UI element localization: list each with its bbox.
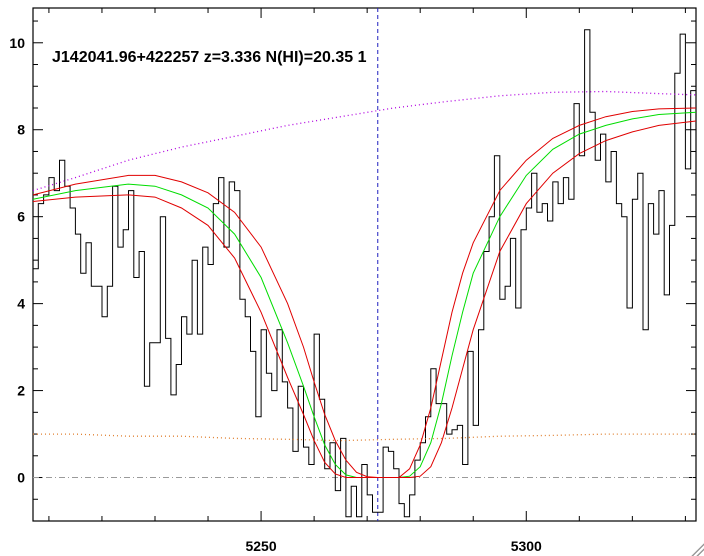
y-tick-label: 4 bbox=[17, 296, 25, 312]
chart-title: J142041.96+422257 z=3.336 N(HI)=20.35 1 bbox=[52, 49, 367, 66]
x-tick-label: 5300 bbox=[511, 538, 542, 554]
plot-frame bbox=[32, 7, 697, 522]
axis-tick-labels: 0 2 4 6 8 10 5250 5300 bbox=[9, 35, 542, 554]
y-tick-label: 8 bbox=[17, 122, 25, 138]
y-tick-label: 10 bbox=[9, 35, 25, 51]
x-tick-label: 5250 bbox=[245, 538, 276, 554]
fit-lower-series-line bbox=[33, 120, 696, 478]
y-tick-label: 6 bbox=[17, 209, 25, 225]
y-tick-label: 0 bbox=[17, 470, 25, 486]
fit-upper-series-line bbox=[33, 107, 696, 478]
error-series-line bbox=[33, 433, 696, 442]
resize-grip-icon[interactable] bbox=[690, 542, 704, 556]
flux-series-line bbox=[33, 29, 696, 518]
chart-marks bbox=[33, 8, 696, 521]
y-tick-label: 2 bbox=[17, 383, 25, 399]
axis-ticks bbox=[33, 8, 696, 522]
fit-series-line bbox=[33, 111, 696, 478]
